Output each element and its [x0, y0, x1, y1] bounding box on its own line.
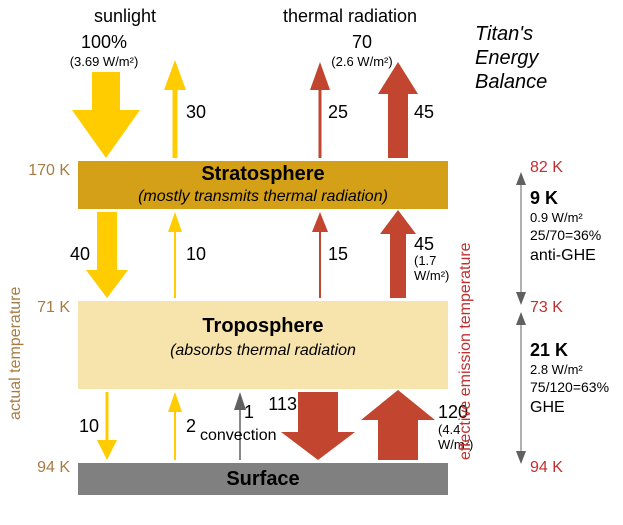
stratosphere-sub: (mostly transmits thermal radiation) — [138, 188, 388, 205]
thermal-header: thermal radiation — [283, 6, 417, 26]
therm-mid-r-label: 45 — [414, 234, 434, 254]
therm-mid-r-w1: (1.7 — [414, 253, 436, 268]
sun-mid-down-label: 40 — [70, 244, 90, 264]
therm-top-l-arrowhead — [310, 62, 330, 90]
actual-temp-bot: 94 K — [37, 459, 70, 476]
side-upper-tag: anti-GHE — [530, 247, 596, 264]
side-lower-w: 2.8 W/m² — [530, 362, 583, 377]
therm-mid-r-w2: W/m²) — [414, 268, 449, 283]
therm-mid-r-arrow — [380, 210, 416, 298]
therm-big-up-arrow — [361, 390, 435, 460]
convection-value: 1 — [244, 402, 254, 422]
side-span-lower-h1 — [516, 312, 526, 325]
side-span-upper-h1 — [516, 172, 526, 185]
side-lower-bold: 21 K — [530, 340, 568, 360]
side-span-upper-h2 — [516, 292, 526, 305]
page-title-l3: Balance — [475, 71, 547, 93]
therm-top-l-label: 25 — [328, 102, 348, 122]
therm-top-r-arrow — [378, 62, 418, 158]
eff-temp-vlabel: effective emission temperature — [457, 242, 474, 460]
troposphere-sub: (absorbs thermal radiation — [170, 342, 356, 359]
sun-mid-up-arrowhead — [168, 212, 182, 232]
actual-temp-vlabel: actual temperature — [7, 286, 24, 420]
therm-top-r-label: 45 — [414, 102, 434, 122]
sun-reflect-label: 30 — [186, 102, 206, 122]
thermal-top-w: (2.6 W/m²) — [331, 54, 392, 69]
therm-big-down-label: 113 — [268, 394, 297, 414]
sun-low-down-arrowhead — [97, 440, 117, 460]
actual-temp-mid: 71 K — [37, 299, 70, 316]
side-lower-tag: GHE — [530, 399, 565, 416]
incoming-w: (3.69 W/m²) — [70, 54, 139, 69]
therm-mid-l-arrowhead — [312, 212, 328, 232]
eff-temp-mid: 73 K — [530, 299, 563, 316]
incoming-pct: 100% — [81, 32, 127, 52]
sun-low-down-label: 10 — [79, 416, 99, 436]
actual-temp-top: 170 K — [28, 162, 70, 179]
sun-in-arrow — [72, 72, 140, 158]
side-upper-w: 0.9 W/m² — [530, 210, 583, 225]
side-lower-ratio: 75/120=63% — [530, 379, 609, 395]
side-upper-ratio: 25/70=36% — [530, 227, 601, 243]
sun-mid-up-label: 10 — [186, 244, 206, 264]
sun-mid-down-arrow — [86, 212, 128, 298]
side-span-lower-h2 — [516, 451, 526, 464]
therm-mid-l-label: 15 — [328, 244, 348, 264]
surface-title: Surface — [226, 468, 299, 490]
sun-low-up-arrowhead — [168, 392, 182, 412]
sun-reflect-arrowhead — [164, 60, 186, 90]
thermal-top-value: 70 — [352, 32, 372, 52]
eff-temp-top: 82 K — [530, 159, 563, 176]
convection-label: convection — [200, 427, 277, 444]
page-title-l1: Titan's — [475, 23, 533, 45]
stratosphere-title: Stratosphere — [201, 163, 324, 185]
eff-temp-bot: 94 K — [530, 459, 563, 476]
troposphere-title: Troposphere — [202, 315, 323, 337]
sunlight-header: sunlight — [94, 6, 156, 26]
side-upper-bold: 9 K — [530, 188, 558, 208]
sun-low-up-label: 2 — [186, 416, 196, 436]
page-title-l2: Energy — [475, 47, 539, 69]
